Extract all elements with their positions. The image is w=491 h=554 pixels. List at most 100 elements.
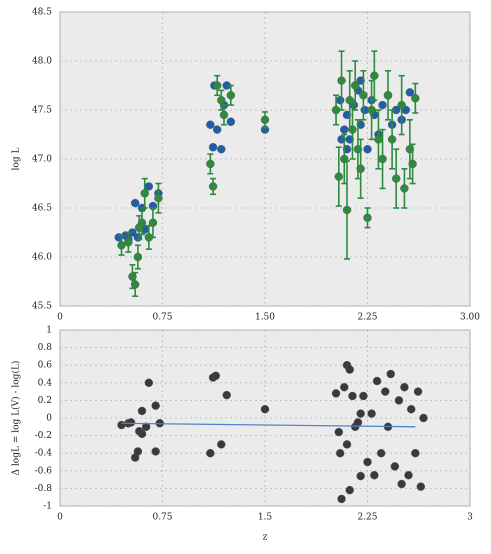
point	[135, 223, 144, 232]
point	[394, 396, 404, 405]
y-tick-label: 48.0	[32, 57, 52, 67]
point	[335, 95, 345, 105]
y-tick-label: 46.0	[32, 253, 52, 263]
point	[133, 252, 143, 262]
point	[331, 389, 341, 398]
point	[413, 387, 423, 396]
point	[370, 71, 379, 80]
x-axis-label: z	[263, 533, 268, 543]
point	[212, 125, 222, 134]
point	[211, 371, 221, 380]
point	[226, 117, 236, 126]
x-tick-label: 3	[467, 513, 473, 523]
point	[416, 482, 425, 491]
x-tick-label: 0	[57, 313, 63, 323]
point	[206, 449, 215, 458]
point	[141, 422, 151, 431]
point	[260, 115, 270, 125]
point	[408, 159, 417, 169]
point	[334, 172, 343, 181]
y-tick-label: 0	[46, 414, 52, 424]
fit-line	[121, 422, 416, 428]
point	[151, 447, 160, 456]
point	[133, 447, 143, 456]
point	[400, 184, 409, 193]
point	[345, 365, 354, 374]
point	[337, 494, 346, 504]
x-tick-label: 0.75	[152, 513, 172, 523]
point	[335, 449, 345, 458]
point	[383, 91, 393, 100]
point	[390, 462, 400, 471]
y-axis-label: log L	[12, 148, 22, 171]
y-tick-label: 46.5	[32, 204, 52, 214]
y-tick-label: 47.0	[32, 155, 52, 165]
y-tick-label: -0.8	[35, 484, 53, 494]
point	[148, 218, 158, 227]
point	[356, 164, 365, 174]
point	[411, 449, 420, 458]
point	[217, 144, 226, 154]
point	[226, 91, 236, 100]
point	[260, 405, 270, 414]
point	[367, 105, 376, 115]
point	[206, 159, 215, 169]
point	[154, 193, 163, 203]
point	[372, 376, 382, 386]
point	[140, 189, 149, 198]
point	[359, 391, 368, 401]
point	[337, 76, 346, 85]
point	[348, 391, 357, 401]
point	[419, 413, 428, 423]
y-tick-label: 0.8	[38, 343, 53, 353]
point	[126, 418, 136, 427]
point	[359, 91, 368, 100]
point	[356, 409, 365, 418]
point	[137, 406, 147, 416]
y-tick-label: 0.2	[38, 396, 52, 406]
y-tick-label: 45.5	[32, 302, 52, 312]
point	[334, 427, 343, 437]
y-tick-label: 1	[46, 326, 52, 336]
point	[411, 94, 420, 103]
point	[367, 409, 376, 418]
point	[378, 154, 387, 164]
point	[342, 205, 352, 215]
x-tick-label: 0.75	[152, 313, 172, 323]
point	[342, 440, 352, 449]
point	[217, 440, 226, 449]
y-tick-label: 48.5	[32, 8, 52, 18]
y-tick-label: -0.2	[35, 431, 52, 441]
point	[405, 88, 415, 97]
point	[356, 471, 365, 481]
point	[222, 390, 231, 400]
point	[219, 110, 229, 120]
point	[392, 174, 401, 183]
y-axis-label: Δ logL = log L(V) - log(L)	[11, 361, 22, 476]
point	[381, 387, 390, 396]
point	[363, 213, 372, 223]
x-tick-label: 2.25	[357, 513, 377, 523]
point	[144, 378, 154, 387]
y-tick-label: 47.5	[32, 106, 52, 116]
point	[208, 182, 218, 191]
y-tick-label: 0.4	[38, 378, 53, 388]
y-tick-label: -0.6	[35, 466, 53, 476]
point	[151, 401, 160, 410]
point	[351, 81, 360, 90]
y-tick-label: -0.4	[35, 449, 53, 459]
point	[374, 135, 383, 144]
point	[130, 198, 140, 208]
x-tick-label: 1.50	[255, 313, 275, 323]
point	[386, 369, 395, 379]
y-tick-label: 0.6	[38, 361, 53, 371]
point	[397, 100, 406, 110]
x-tick-label: 0	[57, 513, 63, 523]
point	[340, 383, 349, 392]
point	[363, 144, 372, 154]
y-tick-label: -1	[43, 502, 52, 512]
x-tick-label: 3.00	[460, 313, 480, 323]
point	[212, 81, 222, 90]
point	[363, 457, 372, 467]
